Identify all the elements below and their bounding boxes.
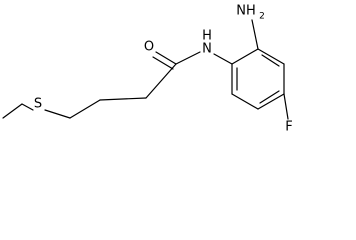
bond — [69, 99, 101, 119]
atom-subscript: 2 — [259, 12, 265, 22]
atom-label: O — [144, 40, 154, 55]
bond — [21, 103, 34, 111]
bond — [261, 54, 280, 67]
bond — [175, 51, 201, 65]
atom-label: NH — [236, 4, 256, 19]
bond — [152, 56, 174, 70]
atom-label: S — [34, 97, 42, 112]
atom-label: F — [285, 120, 292, 135]
bonds — [2, 19, 289, 120]
bond — [251, 19, 259, 50]
bond — [44, 109, 71, 119]
bond — [213, 53, 233, 65]
bond — [257, 93, 285, 110]
bond — [283, 93, 289, 120]
bond — [145, 63, 177, 99]
bond — [231, 48, 259, 65]
bond — [257, 48, 285, 65]
bond — [2, 103, 23, 119]
atom-label: H — [202, 29, 212, 44]
bond — [231, 93, 259, 110]
bond — [155, 51, 177, 65]
bond — [259, 90, 280, 104]
structure: O N H NH 2 S F — [2, 4, 293, 135]
atom-label: N — [202, 42, 212, 57]
bond — [99, 97, 147, 101]
